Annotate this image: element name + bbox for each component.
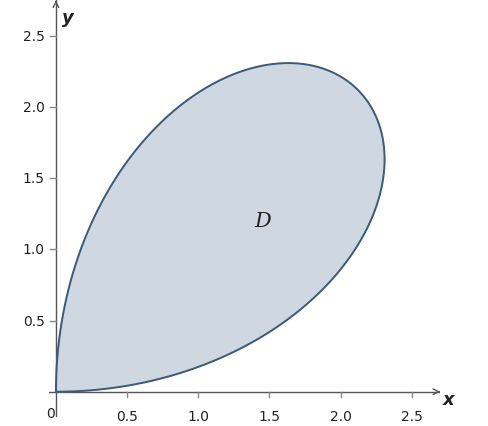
Text: 2.0: 2.0 bbox=[22, 101, 44, 115]
Polygon shape bbox=[56, 64, 384, 392]
Text: 1.5: 1.5 bbox=[258, 409, 280, 423]
Text: D: D bbox=[253, 212, 270, 231]
Text: 2.5: 2.5 bbox=[400, 409, 422, 423]
Text: 2.5: 2.5 bbox=[22, 30, 44, 44]
Text: x: x bbox=[442, 390, 454, 408]
Text: 2.0: 2.0 bbox=[329, 409, 351, 423]
Text: 1.0: 1.0 bbox=[22, 243, 44, 257]
Text: 0.5: 0.5 bbox=[116, 409, 138, 423]
Text: 0: 0 bbox=[46, 406, 55, 420]
Text: 1.5: 1.5 bbox=[22, 172, 44, 186]
Text: 1.0: 1.0 bbox=[187, 409, 209, 423]
Text: y: y bbox=[61, 9, 73, 26]
Text: 0.5: 0.5 bbox=[22, 314, 44, 328]
